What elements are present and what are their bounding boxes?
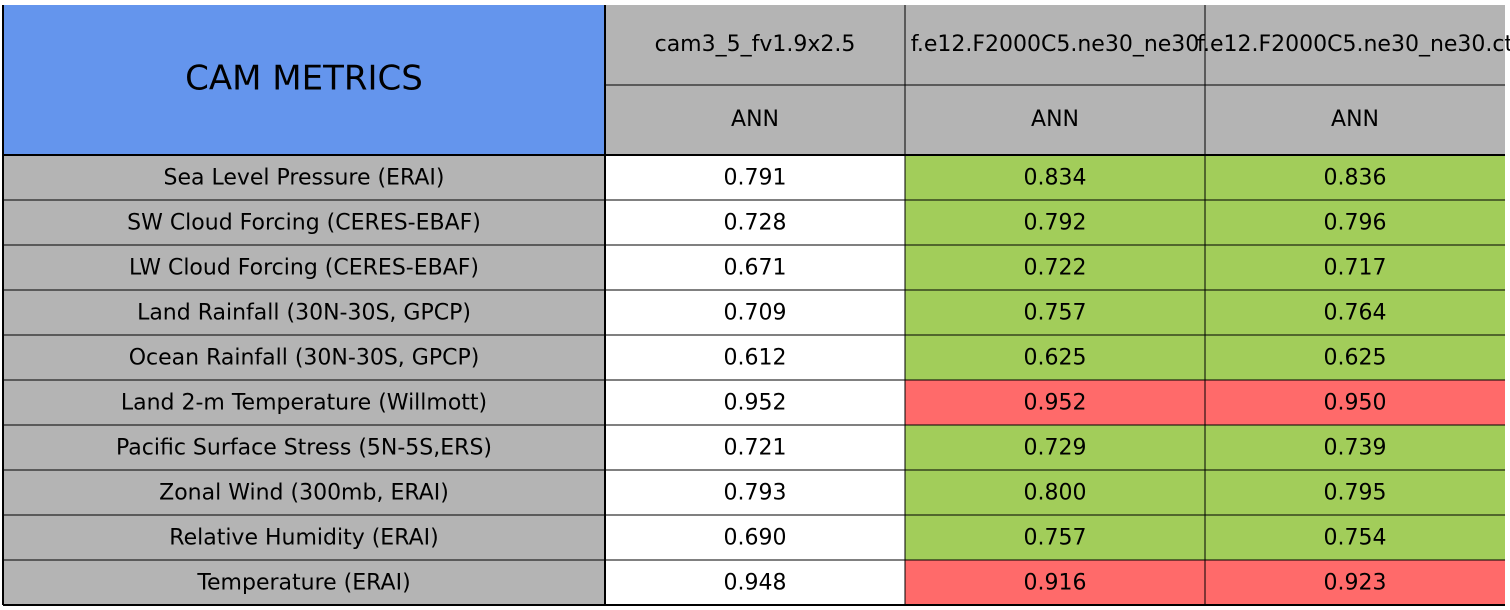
row-label: Temperature (ERAI) xyxy=(196,571,410,596)
metric-cell xyxy=(605,425,905,470)
metric-value: 0.916 xyxy=(1024,571,1087,596)
row-label-cell xyxy=(3,380,605,425)
row-label: Sea Level Pressure (ERAI) xyxy=(164,166,445,191)
metric-cell xyxy=(905,560,1205,605)
metric-cell xyxy=(1205,200,1505,245)
metric-value: 0.948 xyxy=(724,571,787,596)
period-header: ANN xyxy=(1031,107,1079,132)
metric-cell xyxy=(905,155,1205,200)
metric-value: 0.793 xyxy=(724,481,787,506)
metric-value: 0.795 xyxy=(1324,481,1387,506)
metric-cell xyxy=(1205,425,1505,470)
metric-value: 0.739 xyxy=(1324,436,1387,461)
metric-value: 0.796 xyxy=(1324,211,1387,236)
metric-cell xyxy=(905,380,1205,425)
metric-cell xyxy=(605,245,905,290)
metric-cell xyxy=(905,290,1205,335)
metric-value: 0.757 xyxy=(1024,301,1087,326)
row-label: Relative Humidity (ERAI) xyxy=(169,526,438,551)
title-cell xyxy=(3,5,605,155)
metric-value: 0.721 xyxy=(724,436,787,461)
metric-value: 0.717 xyxy=(1324,256,1387,281)
row-label-cell xyxy=(3,425,605,470)
metric-cell xyxy=(1205,335,1505,380)
metric-cell xyxy=(605,290,905,335)
metric-value: 0.836 xyxy=(1324,166,1387,191)
metric-value: 0.800 xyxy=(1024,481,1087,506)
metric-cell xyxy=(905,245,1205,290)
column-header: f.e12.F2000C5.ne30_ne30.ct xyxy=(1197,32,1510,57)
metric-value: 0.952 xyxy=(1024,391,1087,416)
row-label: Zonal Wind (300mb, ERAI) xyxy=(159,481,449,506)
metric-cell xyxy=(605,470,905,515)
metric-value: 0.728 xyxy=(724,211,787,236)
row-label-cell xyxy=(3,335,605,380)
metric-cell xyxy=(905,335,1205,380)
column-header: cam3_5_fv1.9x2.5 xyxy=(655,32,856,57)
metric-value: 0.923 xyxy=(1324,571,1387,596)
metric-cell xyxy=(1205,290,1505,335)
row-label: SW Cloud Forcing (CERES-EBAF) xyxy=(127,211,481,236)
metric-cell xyxy=(1205,560,1505,605)
table-title: CAM METRICS xyxy=(185,59,423,99)
metric-value: 0.690 xyxy=(724,526,787,551)
period-header: ANN xyxy=(731,107,779,132)
row-label-cell xyxy=(3,290,605,335)
metric-cell xyxy=(905,425,1205,470)
metric-value: 0.625 xyxy=(1324,346,1387,371)
metric-cell xyxy=(605,200,905,245)
row-label: Land Rainfall (30N-30S, GPCP) xyxy=(137,301,471,326)
metric-cell xyxy=(905,200,1205,245)
metric-cell xyxy=(905,515,1205,560)
row-label-cell xyxy=(3,245,605,290)
metric-cell xyxy=(1205,245,1505,290)
column-header: f.e12.F2000C5.ne30_ne30 xyxy=(911,32,1200,57)
metric-value: 0.754 xyxy=(1324,526,1387,551)
period-header: ANN xyxy=(1331,107,1379,132)
metric-cell xyxy=(605,155,905,200)
metric-cell xyxy=(1205,155,1505,200)
metric-value: 0.757 xyxy=(1024,526,1087,551)
row-label-cell xyxy=(3,155,605,200)
metric-cell xyxy=(1205,470,1505,515)
metric-value: 0.792 xyxy=(1024,211,1087,236)
metric-value: 0.764 xyxy=(1324,301,1387,326)
metric-value: 0.722 xyxy=(1024,256,1087,281)
metric-value: 0.671 xyxy=(724,256,787,281)
metric-cell xyxy=(605,560,905,605)
metric-value: 0.625 xyxy=(1024,346,1087,371)
metric-value: 0.834 xyxy=(1024,166,1087,191)
metric-cell xyxy=(905,470,1205,515)
row-label: Pacific Surface Stress (5N-5S,ERS) xyxy=(116,436,492,461)
row-label: LW Cloud Forcing (CERES-EBAF) xyxy=(129,256,479,281)
row-label-cell xyxy=(3,515,605,560)
metric-value: 0.612 xyxy=(724,346,787,371)
metric-value: 0.791 xyxy=(724,166,787,191)
metric-value: 0.729 xyxy=(1024,436,1087,461)
metric-cell xyxy=(605,380,905,425)
header-cells xyxy=(605,5,1505,155)
metric-value: 0.950 xyxy=(1324,391,1387,416)
metric-cell xyxy=(1205,515,1505,560)
metric-cell xyxy=(1205,380,1505,425)
row-label: Ocean Rainfall (30N-30S, GPCP) xyxy=(129,346,480,371)
metric-cell xyxy=(605,335,905,380)
row-label-cell xyxy=(3,200,605,245)
row-label-cell xyxy=(3,560,605,605)
metric-cell xyxy=(605,515,905,560)
metric-value: 0.952 xyxy=(724,391,787,416)
row-label: Land 2-m Temperature (Willmott) xyxy=(121,391,487,416)
row-label-cell xyxy=(3,470,605,515)
metric-value: 0.709 xyxy=(724,301,787,326)
